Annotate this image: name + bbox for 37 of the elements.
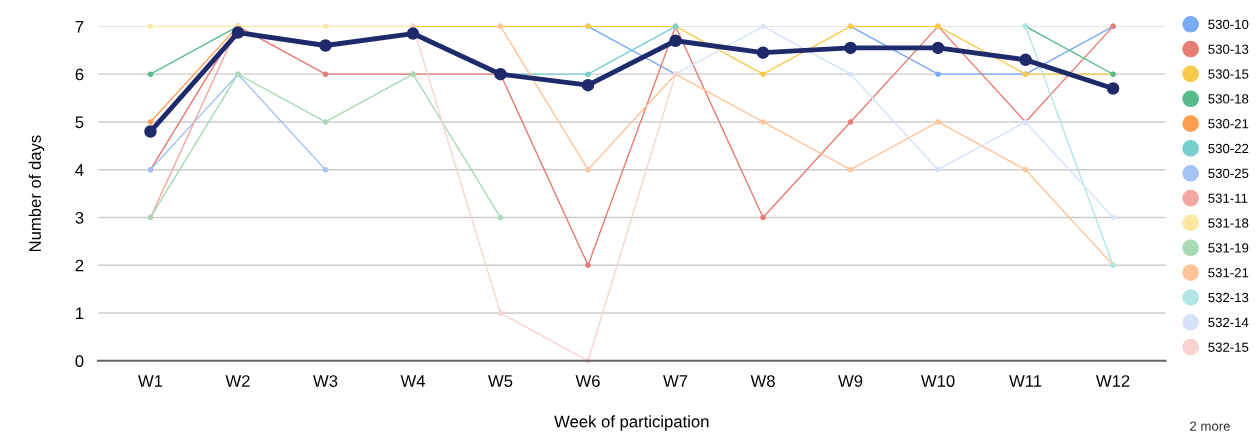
legend-label: 530-13 [1208, 44, 1249, 54]
legend-label: 530-21 [1208, 119, 1249, 129]
legend-label: 531-18 [1208, 218, 1249, 228]
y-axis-title: Number of days [28, 135, 45, 252]
x-tick-label: W3 [313, 375, 338, 387]
legend-label: 530-22 [1208, 143, 1249, 154]
legend-label: 530-25 [1208, 168, 1249, 179]
legend-label: 530-15 [1208, 69, 1249, 79]
x-tick-label: W12 [1096, 375, 1130, 387]
x-tick-label: W2 [225, 375, 250, 387]
legend-label: 530-18 [1208, 94, 1249, 104]
y-tick-label: 4 [75, 164, 84, 176]
y-tick-label: 1 [76, 307, 84, 320]
y-tick-label: 6 [75, 68, 84, 81]
legend-label: 532-15 [1208, 342, 1249, 352]
legend-label: 530-10 [1208, 19, 1249, 30]
x-tick-label: W10 [920, 375, 955, 387]
x-tick-label: W6 [575, 375, 600, 387]
legend-label: 532-14 [1208, 317, 1249, 328]
legend-label: 531-11 [1208, 193, 1248, 203]
text: 2 more [1190, 421, 1230, 431]
y-tick-label: 7 [75, 20, 84, 33]
x-axis-title: Week of participation [554, 415, 709, 431]
legend-label: 531-19 [1208, 243, 1249, 253]
legend-label: 532-13 [1208, 292, 1249, 303]
y-tick-label: 0 [75, 355, 84, 367]
x-tick-label: W11 [1009, 375, 1042, 387]
x-tick-label: W9 [838, 375, 863, 387]
y-tick-label: 3 [75, 211, 84, 224]
x-tick-label: W8 [750, 375, 775, 387]
x-tick-label: W7 [663, 375, 688, 387]
legend-label: 531-21 [1208, 268, 1249, 278]
y-tick-label: 5 [75, 116, 84, 129]
y-tick-label: 2 [75, 259, 84, 272]
x-tick-label: W1 [138, 375, 163, 387]
x-tick-label: W4 [400, 375, 426, 387]
x-tick-label: W5 [488, 375, 513, 387]
